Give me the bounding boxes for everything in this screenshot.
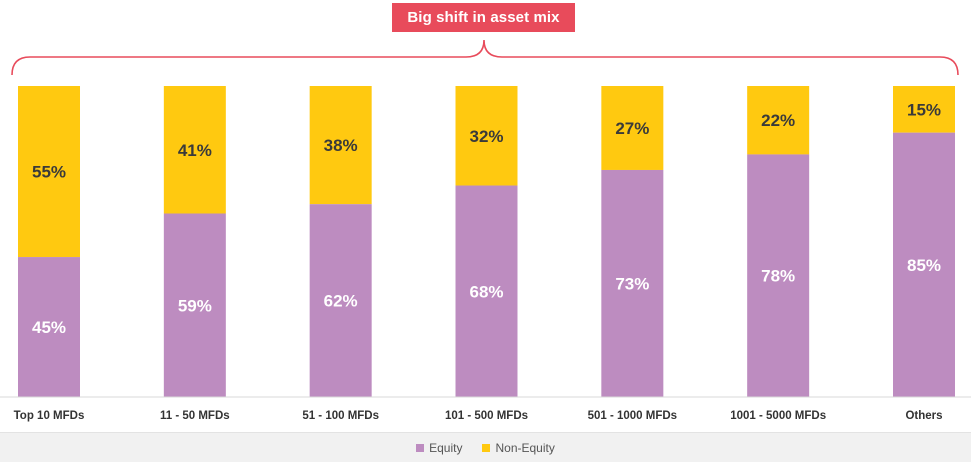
- legend: Equity Non-Equity: [0, 433, 971, 462]
- legend-band: Equity Non-Equity: [0, 432, 971, 462]
- data-label-equity-top-10-mfds: 45%: [32, 318, 66, 337]
- bar-equity-1001-5000-mfds: [747, 154, 810, 397]
- bar-equity-501-1000-mfds: [601, 169, 664, 397]
- data-label-non-equity-top-10-mfds: 55%: [32, 163, 66, 182]
- data-label-non-equity-501-1000-mfds: 27%: [615, 119, 649, 138]
- bar-group-others: 15% 85%: [893, 86, 955, 397]
- x-tick-label-others: Others: [905, 410, 942, 422]
- data-label-equity-51-100-mfds: 62%: [324, 292, 358, 311]
- x-tick-label-1001-5000-mfds: 1001 - 5000 MFDs: [730, 410, 826, 422]
- bar-non-equity-top-10-mfds: [18, 86, 80, 258]
- bar-non-equity-others: [893, 86, 955, 133]
- data-label-non-equity-101-500-mfds: 32%: [469, 127, 503, 146]
- data-label-equity-101-500-mfds: 68%: [469, 282, 503, 301]
- bar-non-equity-501-1000-mfds: [601, 86, 664, 170]
- bar-non-equity-1001-5000-mfds: [747, 86, 810, 155]
- bar-non-equity-51-100-mfds: [309, 86, 372, 205]
- bar-non-equity-101-500-mfds: [455, 86, 518, 186]
- legend-swatch-equity: [416, 443, 425, 452]
- x-axis-labels: Top 10 MFDs 11 - 50 MFDs 51 - 100 MFDs 101 …: [14, 410, 943, 422]
- data-label-non-equity-others: 15%: [907, 100, 941, 119]
- legend-item-non-equity: Non-Equity: [482, 440, 555, 455]
- data-label-non-equity-51-100-mfds: 38%: [324, 136, 358, 155]
- legend-swatch-non-equity: [482, 443, 491, 452]
- legend-label-non-equity: Non-Equity: [495, 440, 555, 455]
- bar-equity-11-50-mfds: [163, 213, 226, 397]
- bar-groups: 55% 45% 41% 59% 38% 62% 32% 68% 27% 73% 22% 78% 15% 8…: [18, 86, 955, 397]
- data-label-equity-1001-5000-mfds: 78%: [761, 267, 795, 286]
- x-tick-label-501-1000-mfds: 501 - 1000 MFDs: [588, 410, 678, 422]
- bar-group-11-50-mfds: 41% 59%: [163, 86, 226, 397]
- bar-group-51-100-mfds: 38% 62%: [309, 86, 372, 397]
- x-tick-label-top-10-mfds: Top 10 MFDs: [14, 410, 85, 422]
- bar-group-1001-5000-mfds: 22% 78%: [747, 86, 810, 397]
- legend-label-equity: Equity: [429, 440, 463, 455]
- data-label-equity-11-50-mfds: 59%: [178, 296, 212, 315]
- bar-equity-top-10-mfds: [18, 257, 80, 397]
- bar-equity-101-500-mfds: [455, 185, 518, 397]
- bar-group-501-1000-mfds: 27% 73%: [601, 86, 664, 397]
- bar-group-top-10-mfds: 55% 45%: [18, 86, 80, 397]
- data-label-non-equity-11-50-mfds: 41%: [178, 141, 212, 160]
- x-tick-label-11-50-mfds: 11 - 50 MFDs: [160, 410, 230, 422]
- bar-equity-51-100-mfds: [309, 204, 372, 397]
- data-label-equity-others: 85%: [907, 256, 941, 275]
- bar-equity-others: [893, 132, 955, 397]
- callout-bracket: [11, 39, 959, 76]
- bar-group-101-500-mfds: 32% 68%: [455, 86, 518, 397]
- data-label-non-equity-1001-5000-mfds: 22%: [761, 111, 795, 130]
- legend-item-equity: Equity: [416, 441, 462, 455]
- x-tick-label-51-100-mfds: 51 - 100 MFDs: [302, 410, 379, 422]
- callout-label: Big shift in asset mix: [392, 3, 575, 32]
- data-label-equity-501-1000-mfds: 73%: [615, 274, 649, 293]
- x-tick-label-101-500-mfds: 101 - 500 MFDs: [445, 410, 528, 422]
- bar-non-equity-11-50-mfds: [163, 86, 226, 214]
